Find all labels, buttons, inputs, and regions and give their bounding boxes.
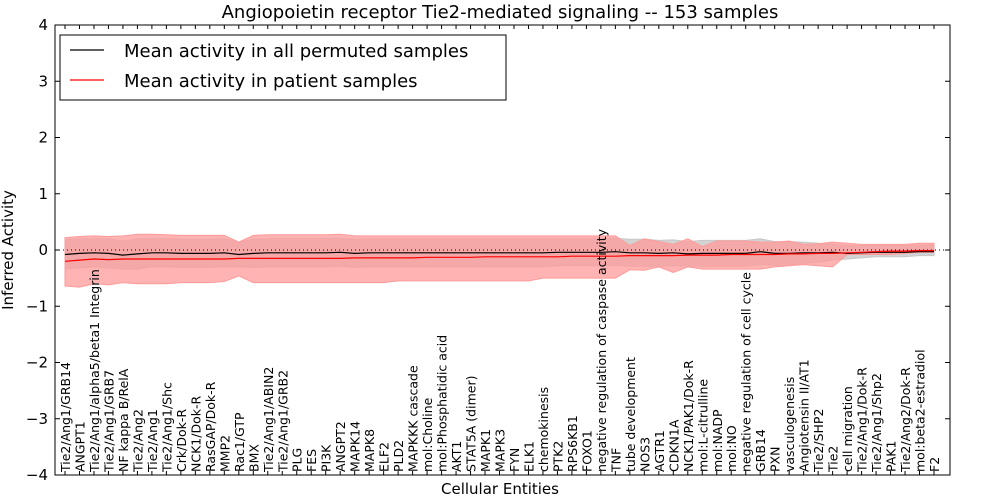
x-tick-label: FOXO1 <box>579 430 594 472</box>
x-tick-label: Tie2/Ang1/alpha5/beta1 Integrin <box>87 269 102 473</box>
x-tick-label: NF kappa B/RelA <box>116 368 131 472</box>
x-tick-label: NOS3 <box>637 437 652 472</box>
x-tick-label: AGTR1 <box>652 430 667 472</box>
y-axis-label: Inferred Activity <box>0 190 17 310</box>
x-tick-label: cell migration <box>840 386 855 472</box>
legend-label-permuted: Mean activity in all permuted samples <box>124 41 468 62</box>
x-tick-label: PXN <box>768 447 783 472</box>
chart-title: Angiopoietin receptor Tie2-mediated sign… <box>222 2 779 23</box>
y-tick-label: −2 <box>26 354 48 372</box>
x-tick-label: Tie2/Ang2/Dok-R <box>898 367 913 473</box>
x-tick-label: Tie2/Ang1/ABIN2 <box>261 367 276 473</box>
legend-box <box>59 34 507 101</box>
x-tick-label: Tie2/Ang2 <box>130 409 145 473</box>
x-tick-label: chemokinesis <box>536 387 551 472</box>
x-tick-label: PI3K <box>319 444 334 472</box>
x-tick-label: vasculogenesis <box>782 377 797 472</box>
x-tick-label: RasGAP/Dok-R <box>203 381 218 472</box>
x-tick-label: PLG <box>290 448 305 472</box>
x-tick-label: RPS6KB1 <box>565 415 580 472</box>
x-tick-label: FES <box>304 449 319 472</box>
x-tick-label: MAPK14 <box>348 421 363 472</box>
x-tick-label: ELF2 <box>377 442 392 472</box>
x-tick-label: STAT5A (dimer) <box>464 376 479 472</box>
x-tick-label: CDKN1A <box>666 419 681 472</box>
x-tick-label: mol:Choline <box>420 397 435 472</box>
x-tick-label: mol:L-citrulline <box>695 379 710 472</box>
x-tick-label: ANGPT1 <box>73 421 88 472</box>
y-tick-label: −1 <box>26 297 48 315</box>
x-tick-label: FYN <box>507 448 522 472</box>
x-tick-label: ELK1 <box>522 441 537 472</box>
x-tick-label: mol:NADP <box>710 409 725 472</box>
x-axis-label: Cellular Entities <box>441 480 559 498</box>
series-line-1 <box>64 250 934 262</box>
legend-label-patient: Mean activity in patient samples <box>124 71 418 92</box>
legend: Mean activity in all permuted samples Me… <box>59 34 507 101</box>
x-tick-label: mol:NO <box>724 425 739 472</box>
x-tick-label: PTK2 <box>550 441 565 472</box>
x-tick-label: Tie2/Ang1/GRB2 <box>275 370 290 473</box>
x-tick-label: Tie2/Ang1 <box>145 409 160 473</box>
x-tick-label: mol:Phosphatidic acid <box>435 335 450 472</box>
x-tick-label: Tie2/Ang1/Shp2 <box>869 373 884 473</box>
x-tick-label: PLD2 <box>391 440 406 472</box>
x-tick-label: MAPK3 <box>493 429 508 472</box>
y-tick-label: 4 <box>38 16 48 34</box>
x-tick-label: tube development <box>623 357 638 472</box>
x-tick-label: negative regulation of caspase activity <box>594 228 609 472</box>
x-tick-label: MMP2 <box>217 435 232 472</box>
x-tick-label: Angiotensin II/AT1 <box>797 359 812 472</box>
x-tick-label: MAPKKK cascade <box>406 365 421 472</box>
y-tick-label: 1 <box>38 185 48 203</box>
x-tick-label: TNF <box>608 448 623 473</box>
x-tick-label: mol:beta2-estradiol <box>913 349 928 472</box>
y-tick-label: 0 <box>38 241 48 259</box>
x-tick-label: MAPK1 <box>478 429 493 472</box>
x-tick-label: Tie2/SHP2 <box>811 409 826 473</box>
x-tick-label: GRB14 <box>753 429 768 472</box>
x-tick-label: PAK1 <box>884 441 899 472</box>
x-tick-label: Tie2/Ang1/GRB14 <box>58 362 73 473</box>
y-tick-label: 2 <box>38 129 48 147</box>
x-tick-label: Tie2/Ang1/Shc <box>159 382 174 473</box>
x-tick-label: Tie2 <box>826 446 841 473</box>
x-tick-label: Crk/Dok-R <box>174 409 189 472</box>
x-tick-label: Tie2/Ang1/Dok-R <box>855 367 870 473</box>
x-tick-label: negative regulation of cell cycle <box>739 272 754 472</box>
x-tick-label: Tie2/Ang1/GRB7 <box>102 370 117 473</box>
y-tick-label: −4 <box>26 466 48 484</box>
x-tick-label: NCK1/PAK1/Dok-R <box>681 360 696 472</box>
x-tick-label: Rac1/GTP <box>232 412 247 472</box>
x-tick-label: MAPK8 <box>362 429 377 472</box>
x-tick-label: BMX <box>246 444 261 472</box>
y-tick-label: −3 <box>26 410 48 428</box>
x-tick-label: NCK1/Dok-R <box>188 396 203 472</box>
x-tick-label: F2 <box>927 457 942 472</box>
x-tick-label: AKT1 <box>449 441 464 472</box>
y-tick-label: 3 <box>38 72 48 90</box>
x-tick-label: ANGPT2 <box>333 421 348 472</box>
